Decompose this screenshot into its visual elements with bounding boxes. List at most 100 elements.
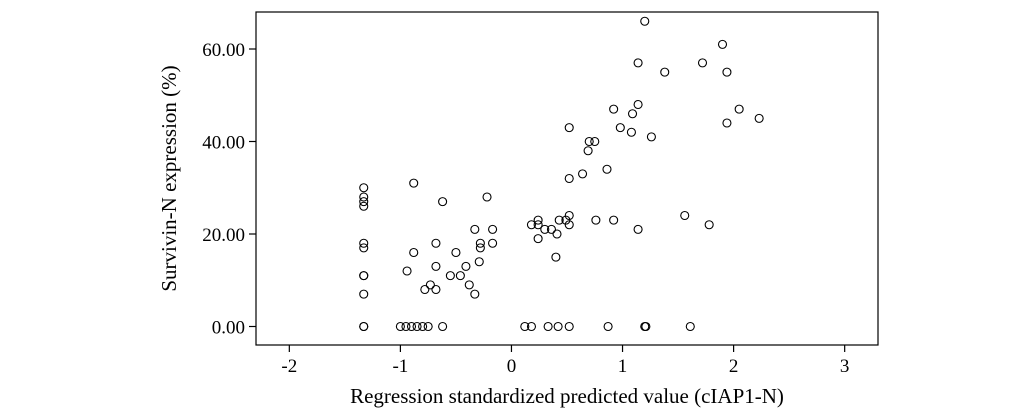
data-point [475, 243, 485, 253]
data-point [470, 224, 480, 234]
y-axis: 0.00 20.00 40.00 60.00 [202, 40, 256, 339]
data-point [609, 104, 619, 114]
data-point [431, 261, 441, 271]
data-point [734, 104, 744, 114]
data-point [553, 321, 563, 332]
data-point [554, 215, 564, 225]
data-point [455, 271, 465, 281]
data-point [641, 321, 651, 332]
data-point [602, 164, 612, 174]
data-point [561, 215, 571, 225]
plot-border [255, 11, 879, 346]
data-point [591, 215, 601, 225]
data-point [633, 58, 643, 68]
data-point [359, 271, 369, 281]
data-point [546, 224, 557, 234]
data-point [359, 321, 369, 332]
y-axis-title: Survivin-N expression (%) [157, 65, 181, 291]
data-point [717, 39, 728, 49]
data-point [564, 220, 574, 230]
data-point [577, 169, 588, 179]
data-point [470, 289, 480, 299]
plot-frame [255, 11, 879, 346]
data-point [564, 123, 574, 133]
x-tick-label: 2 [729, 356, 739, 377]
data-point [359, 183, 369, 193]
data-point [423, 321, 433, 332]
y-tick-label: 40.00 [202, 133, 245, 154]
data-point [533, 220, 543, 230]
data-point [722, 67, 732, 77]
data-point [431, 238, 441, 248]
data-point [633, 224, 643, 234]
data-point [431, 284, 441, 295]
data-point [418, 321, 428, 332]
data-point [609, 215, 619, 225]
data-point [564, 210, 574, 221]
data-point [626, 127, 636, 137]
data-point [526, 321, 537, 332]
x-tick-label: -1 [392, 356, 408, 377]
data-point [359, 197, 369, 207]
data-point [583, 146, 593, 156]
data-point [401, 321, 411, 332]
data-point [685, 321, 695, 332]
data-point [402, 266, 412, 276]
y-tick-label: 0.00 [212, 318, 245, 339]
data-point [640, 16, 650, 26]
data-point [646, 132, 656, 142]
data-point [564, 173, 574, 184]
data-point [438, 197, 448, 207]
data-point [359, 201, 369, 211]
data-point [697, 58, 708, 68]
data-point [451, 247, 461, 258]
data-point [359, 243, 369, 253]
data-point [474, 257, 484, 267]
y-tick-label: 60.00 [202, 40, 245, 61]
data-point [584, 136, 594, 147]
data-point [475, 238, 485, 248]
data-point [359, 289, 369, 299]
data-point [395, 321, 405, 332]
data-point [590, 136, 600, 147]
data-point [564, 321, 574, 332]
data-point [533, 234, 543, 244]
data-point [533, 215, 543, 225]
x-tick-label: 3 [840, 356, 850, 377]
x-axis-title: Regression standardized predicted value … [350, 384, 784, 408]
y-tick-label: 20.00 [202, 225, 245, 246]
data-point [445, 271, 455, 281]
data-point [552, 229, 562, 239]
data-point [412, 321, 422, 332]
data-point [425, 280, 435, 290]
data-point [461, 261, 471, 271]
x-tick-label: -2 [281, 356, 297, 377]
data-point [754, 113, 764, 123]
data-point [704, 220, 714, 230]
data-point [543, 321, 553, 332]
data-point [680, 210, 690, 221]
data-point [406, 321, 417, 332]
data-point [526, 220, 537, 230]
data-point [482, 192, 492, 202]
data-point [488, 238, 498, 248]
data-point [409, 178, 419, 188]
data-point [660, 67, 670, 77]
data-point [488, 224, 498, 234]
data-points [359, 16, 764, 332]
data-point [359, 238, 369, 248]
x-tick-label: 1 [618, 356, 628, 377]
data-point [627, 109, 638, 119]
x-axis: -2 -1 0 1 2 3 [281, 345, 849, 377]
data-point [551, 252, 561, 262]
data-point [540, 224, 550, 234]
data-point [464, 280, 474, 290]
data-point [420, 284, 430, 295]
data-point [359, 192, 369, 202]
data-point [722, 118, 732, 128]
data-point [438, 321, 448, 332]
data-point [603, 321, 613, 332]
x-tick-label: 0 [507, 356, 517, 377]
data-point [633, 99, 643, 110]
